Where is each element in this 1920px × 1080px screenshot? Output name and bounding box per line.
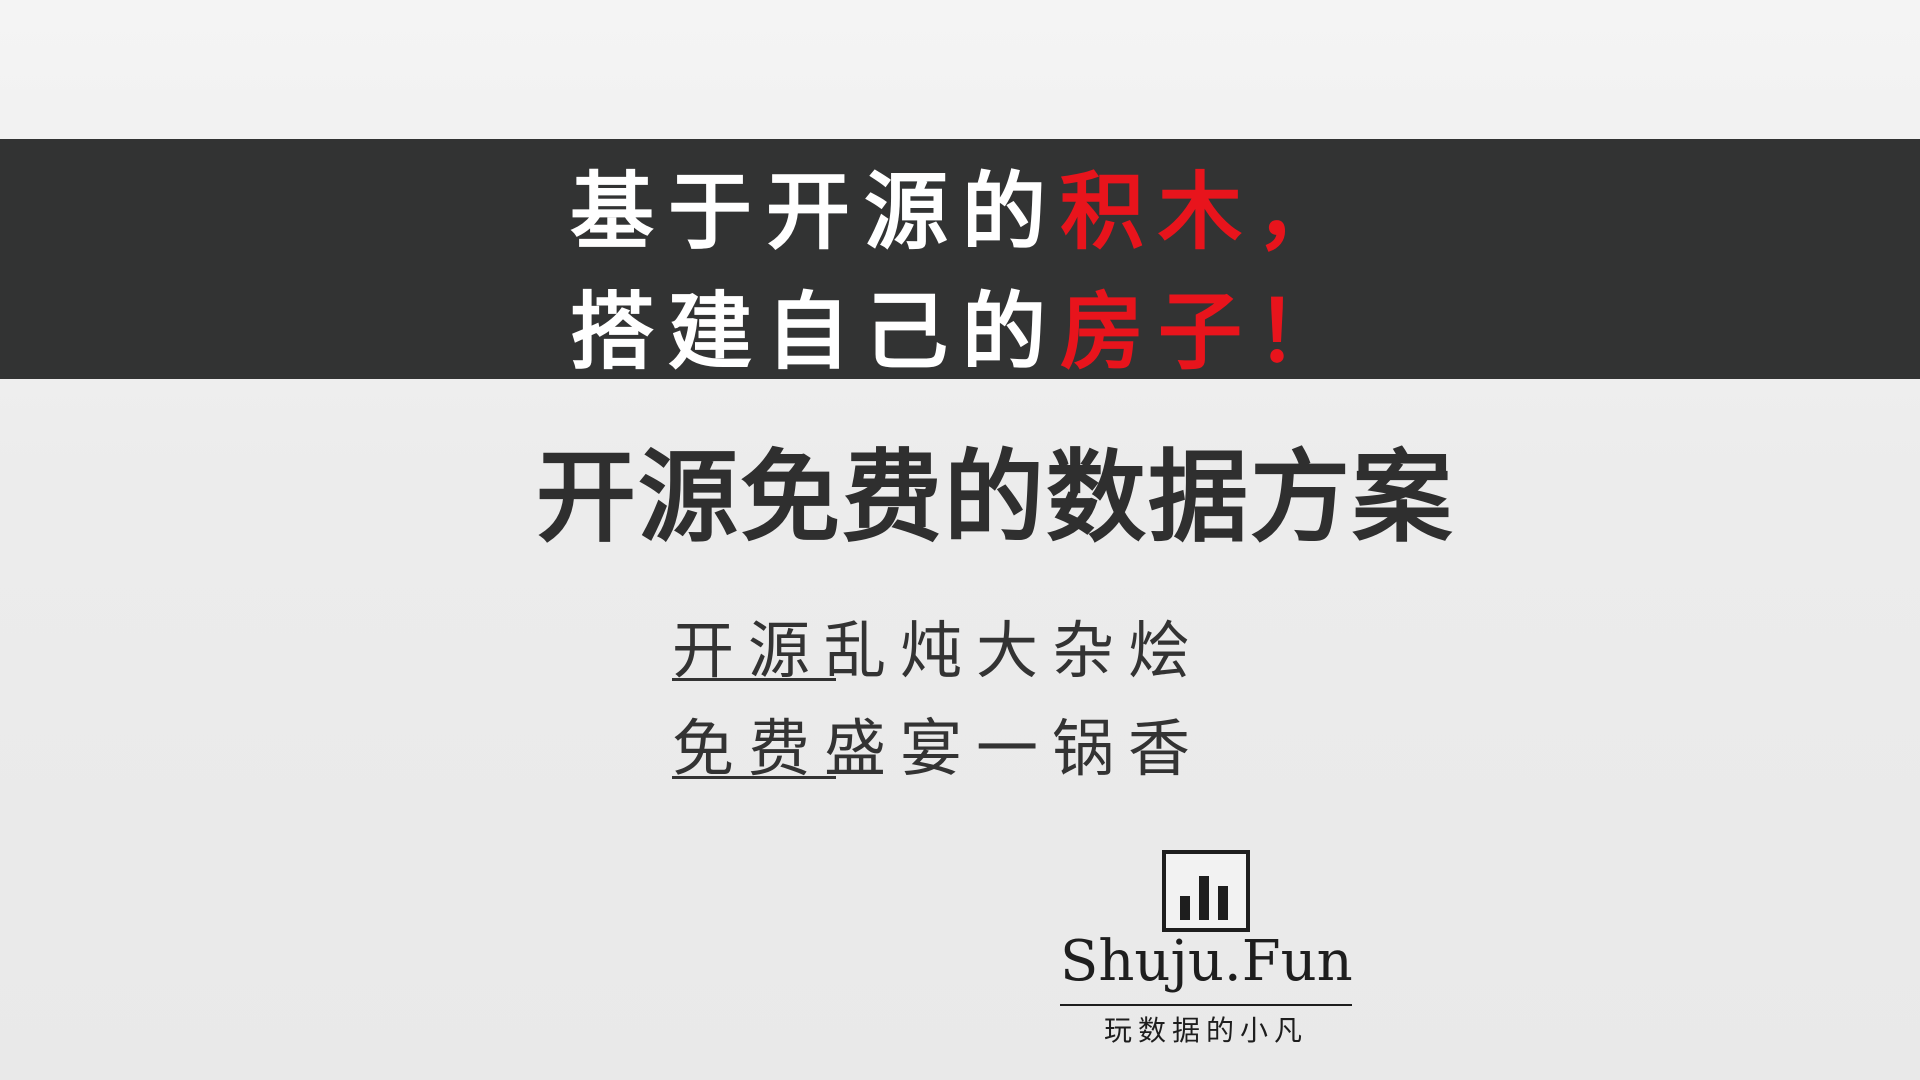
brand-divider [1060, 1004, 1352, 1006]
logo-bar-3 [1218, 886, 1228, 920]
slogan-line-1-red: 积木 [1060, 163, 1257, 261]
slogan-line-2-white: 搭建自己的 [570, 283, 1061, 381]
subtitle-line-2: 免费盛宴一锅香 [672, 718, 1204, 780]
subtitle-underline-1 [672, 678, 836, 681]
slogan-line-1: 基于开源的积木， [570, 170, 1354, 254]
subtitle-line-2-rest: 盛宴一锅香 [824, 712, 1205, 785]
subtitle-line-1: 开源乱炖大杂烩 [672, 620, 1204, 682]
slogan-line-2-red: 房子 [1060, 283, 1257, 381]
slogan-line-2-end: ！ [1256, 283, 1355, 381]
slogan-line-1-end: ， [1256, 163, 1355, 261]
subtitle-line-1-emphasis: 开源 [672, 614, 825, 687]
logo-bar-1 [1180, 896, 1190, 920]
brand-name: Shuju.Fun [1060, 929, 1353, 994]
page-title: 开源免费的数据方案 [536, 439, 1454, 556]
subtitle-underline-2 [672, 776, 836, 779]
bar-chart-icon [1162, 850, 1250, 932]
subtitle-line-1-rest: 乱炖大杂烩 [824, 614, 1205, 687]
subtitle-line-2-emphasis: 免费 [672, 712, 825, 785]
header-band [0, 139, 1920, 379]
logo-bar-2 [1199, 876, 1209, 920]
brand-tagline: 玩数据的小凡 [1103, 1014, 1308, 1047]
slogan-line-2: 搭建自己的房子！ [570, 290, 1354, 374]
slogan-line-1-white: 基于开源的 [570, 163, 1061, 261]
